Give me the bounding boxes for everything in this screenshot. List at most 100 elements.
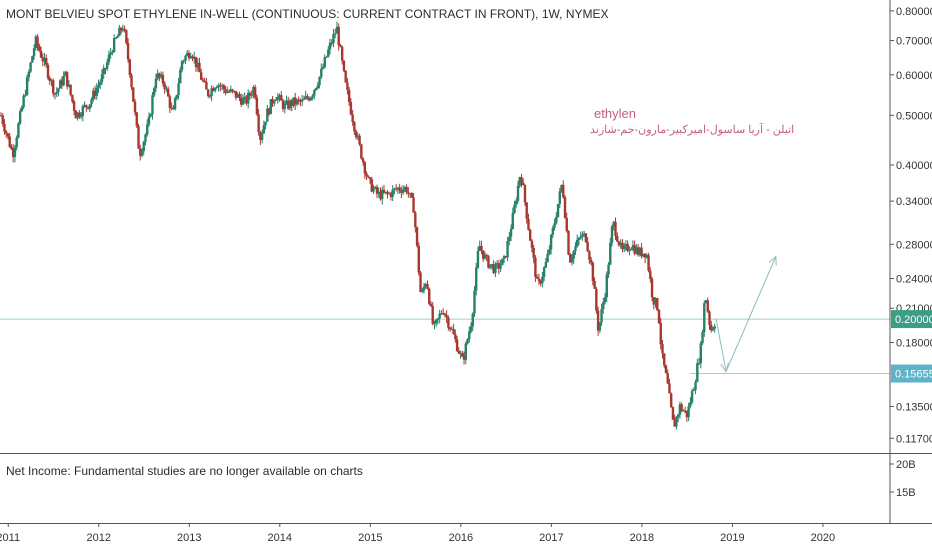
candle-body bbox=[368, 177, 372, 180]
candle-body bbox=[208, 95, 212, 97]
candle-body bbox=[53, 93, 57, 95]
candle-body bbox=[398, 187, 401, 191]
candle-body bbox=[149, 114, 152, 117]
y-tick-label: 0.34000 bbox=[896, 196, 932, 208]
candle-body bbox=[678, 404, 682, 415]
candle-body bbox=[422, 286, 426, 291]
candle-body bbox=[196, 62, 199, 68]
candle-body bbox=[154, 78, 158, 89]
candle-body bbox=[563, 197, 567, 218]
candle-body bbox=[241, 98, 245, 105]
candle-body bbox=[617, 241, 621, 246]
candle-body bbox=[111, 51, 114, 53]
candle-body bbox=[118, 27, 121, 37]
y-tick-label: 0.13500 bbox=[896, 401, 932, 413]
candle-body bbox=[311, 95, 314, 98]
candle-body bbox=[46, 64, 50, 78]
candle-body bbox=[401, 189, 405, 193]
candle-body bbox=[140, 151, 144, 156]
candle-body bbox=[34, 36, 38, 49]
candle-body bbox=[694, 381, 697, 390]
y-tick-label: 0.24000 bbox=[896, 274, 932, 286]
candle-body bbox=[394, 188, 398, 190]
candle-body bbox=[523, 185, 527, 203]
candle-body bbox=[511, 212, 514, 229]
candle-body bbox=[57, 88, 60, 92]
candle-body bbox=[52, 80, 55, 94]
candle-body bbox=[577, 237, 581, 240]
candle-body bbox=[32, 48, 36, 57]
candle-body bbox=[551, 227, 555, 235]
candle-body bbox=[201, 79, 205, 81]
candle-body bbox=[58, 80, 62, 89]
candle-body bbox=[344, 70, 347, 83]
candle-body bbox=[690, 390, 694, 403]
candle-body bbox=[614, 221, 617, 236]
projection-arrowhead-up bbox=[768, 255, 777, 266]
candle-body bbox=[400, 190, 403, 193]
candle-body bbox=[219, 85, 222, 87]
candle-body bbox=[318, 76, 321, 86]
candle-body bbox=[621, 242, 624, 250]
candle-body bbox=[699, 343, 702, 364]
candle-body bbox=[334, 33, 337, 35]
candle-body bbox=[114, 37, 118, 39]
candle-body bbox=[640, 247, 643, 257]
candle-body bbox=[22, 95, 25, 108]
candle-body bbox=[669, 393, 673, 407]
candle-body bbox=[586, 241, 589, 252]
candle-body bbox=[588, 251, 591, 260]
candle-body bbox=[689, 402, 692, 407]
candle-body bbox=[447, 317, 450, 328]
candle-body bbox=[128, 59, 132, 76]
candle-body bbox=[203, 80, 206, 82]
candle-body bbox=[159, 74, 163, 78]
candle-body bbox=[370, 179, 373, 192]
candle-body bbox=[93, 90, 97, 96]
candle-body bbox=[687, 406, 690, 418]
candle-body bbox=[408, 193, 412, 195]
candle-body bbox=[130, 75, 133, 88]
candle-body bbox=[445, 315, 448, 318]
candle-body bbox=[527, 218, 530, 230]
candle-body bbox=[384, 191, 387, 193]
candle-body bbox=[374, 186, 377, 189]
candle-body bbox=[168, 96, 172, 108]
candle-body bbox=[685, 410, 689, 418]
candle-body bbox=[179, 69, 182, 84]
candle-body bbox=[358, 135, 361, 145]
candle-body bbox=[668, 383, 671, 394]
y-tick-label: 0.18000 bbox=[896, 338, 932, 350]
target-price-label: 0.15655 bbox=[895, 369, 932, 381]
x-tick-label: 2019 bbox=[720, 532, 744, 544]
candle-body bbox=[497, 263, 501, 269]
candle-body bbox=[560, 184, 563, 192]
candle-body bbox=[657, 310, 661, 324]
candle-body bbox=[88, 104, 91, 109]
x-tick-label: 2020 bbox=[811, 532, 835, 544]
y-tick-label: 0.28000 bbox=[896, 239, 932, 251]
candle-body bbox=[622, 245, 626, 250]
candle-body bbox=[412, 197, 415, 213]
candle-body bbox=[415, 227, 419, 246]
candle-body bbox=[335, 26, 339, 34]
candle-body bbox=[64, 71, 67, 77]
candle-body bbox=[596, 310, 600, 331]
candle-body bbox=[330, 42, 333, 44]
candle-body bbox=[659, 323, 662, 345]
candle-body bbox=[624, 244, 628, 246]
candle-body bbox=[151, 95, 154, 115]
candle-body bbox=[513, 204, 516, 213]
candle-body bbox=[643, 253, 647, 258]
candle-body bbox=[267, 108, 271, 115]
candle-body bbox=[455, 339, 459, 352]
candle-body bbox=[610, 226, 614, 243]
candle-body bbox=[220, 85, 224, 87]
candle-body bbox=[619, 242, 622, 246]
candle-body bbox=[464, 343, 467, 360]
candle-body bbox=[565, 217, 568, 232]
candle-body bbox=[450, 328, 454, 330]
candle-body bbox=[396, 187, 400, 190]
